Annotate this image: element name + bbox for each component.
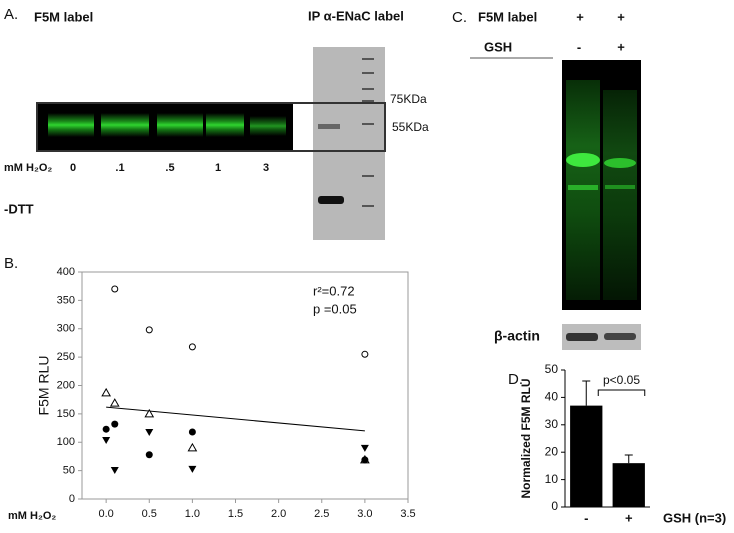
plot-frame (81, 271, 409, 500)
mw-label: 75KDa (390, 92, 427, 106)
y-tick-label: 20 (545, 444, 559, 458)
x-tick-label: 0.5 (142, 508, 157, 520)
x-tick-label: + (625, 510, 633, 525)
gel-band (250, 116, 286, 136)
gel-band (604, 158, 636, 168)
y-tick-label: 50 (545, 362, 559, 376)
x-tick-label: 1.0 (185, 508, 200, 520)
panel-letter: B. (4, 255, 18, 272)
y-tick-label: 100 (57, 436, 75, 448)
blot-band (318, 124, 340, 129)
panel-title: IP α-ENaC label (308, 8, 404, 23)
row-value: - (577, 39, 581, 54)
point (188, 465, 197, 473)
point (111, 420, 119, 428)
x-tick-label: 0.0 (98, 508, 113, 520)
point (361, 350, 369, 358)
lane-label: .5 (165, 162, 174, 174)
row-value: + (617, 39, 625, 54)
y-tick-label: 50 (63, 465, 75, 477)
point (109, 398, 120, 407)
point (101, 387, 112, 397)
y-tick-label: 0 (551, 499, 558, 513)
panel-title: F5M label (34, 9, 93, 24)
y-tick-label: 400 (57, 266, 75, 278)
x-tick-label: 2.0 (271, 508, 286, 520)
point (188, 343, 196, 351)
x-tick-label: - (584, 510, 588, 525)
point (361, 456, 369, 464)
lane-label: 1 (215, 162, 221, 174)
y-tick-label: 300 (57, 323, 75, 335)
annotation: p<0.05 (603, 373, 640, 387)
axis-label: mM H₂O₂ (4, 162, 52, 174)
x-tick-label: 2.5 (314, 508, 329, 520)
y-axis-label: F5M RLU (36, 356, 52, 416)
error-bar (624, 454, 633, 464)
point (360, 444, 369, 452)
panel-letter: D. (508, 371, 523, 388)
gel-band (48, 113, 94, 137)
bar (612, 463, 645, 507)
gel-band (566, 153, 600, 167)
point (187, 442, 198, 452)
annotation: p =0.05 (313, 301, 357, 316)
point (144, 408, 155, 418)
x-axis-label: mM H₂O₂ (8, 510, 56, 522)
point (111, 285, 119, 293)
blot-band (604, 333, 636, 340)
panel-letter: C. (452, 9, 467, 26)
y-tick-label: 10 (545, 472, 559, 486)
x-axis-label: GSH (n=3) (663, 510, 726, 525)
gel-band (568, 185, 598, 190)
blot-band (318, 196, 344, 204)
point (102, 425, 110, 433)
bar (570, 405, 603, 507)
loading-label: β-actin (494, 328, 540, 344)
gel-band (157, 113, 203, 137)
x-tick-label: 1.5 (228, 508, 243, 520)
y-tick-label: 40 (545, 390, 559, 404)
blot (313, 47, 385, 240)
annotation: r²=0.72 (313, 283, 355, 298)
y-tick-label: 350 (57, 294, 75, 306)
gel-band (605, 185, 635, 189)
lane-label: 3 (263, 162, 269, 174)
point (102, 436, 111, 444)
row-label: GSH (484, 39, 512, 54)
point (110, 467, 119, 475)
y-tick-label: 150 (57, 408, 75, 420)
y-tick-label: 30 (545, 417, 559, 431)
fit-line (106, 406, 365, 432)
x-tick-label: 3.0 (357, 508, 372, 520)
point (145, 451, 153, 459)
lane-label: 0 (70, 162, 76, 174)
panel-letter: A. (4, 6, 18, 23)
row-label: F5M label (478, 9, 537, 24)
blot-band (566, 333, 598, 341)
point (145, 326, 153, 334)
mw-label: 55KDa (392, 120, 429, 134)
gel-lane (603, 90, 637, 300)
gel-band (101, 113, 149, 137)
y-tick-label: 200 (57, 379, 75, 391)
outline (36, 102, 386, 152)
y-tick-label: 0 (69, 493, 75, 505)
row-value: + (576, 9, 584, 24)
point (145, 429, 154, 437)
gel-band (206, 113, 244, 137)
y-tick-label: 250 (57, 351, 75, 363)
x-tick-label: 3.5 (400, 508, 415, 520)
bracket (597, 389, 646, 396)
condition-label: -DTT (4, 201, 34, 216)
point (188, 428, 196, 436)
row-value: + (617, 9, 625, 24)
error-bar (582, 380, 591, 406)
lane-label: .1 (115, 162, 124, 174)
y-axis-label: Normalized F5M RLU (519, 378, 533, 498)
